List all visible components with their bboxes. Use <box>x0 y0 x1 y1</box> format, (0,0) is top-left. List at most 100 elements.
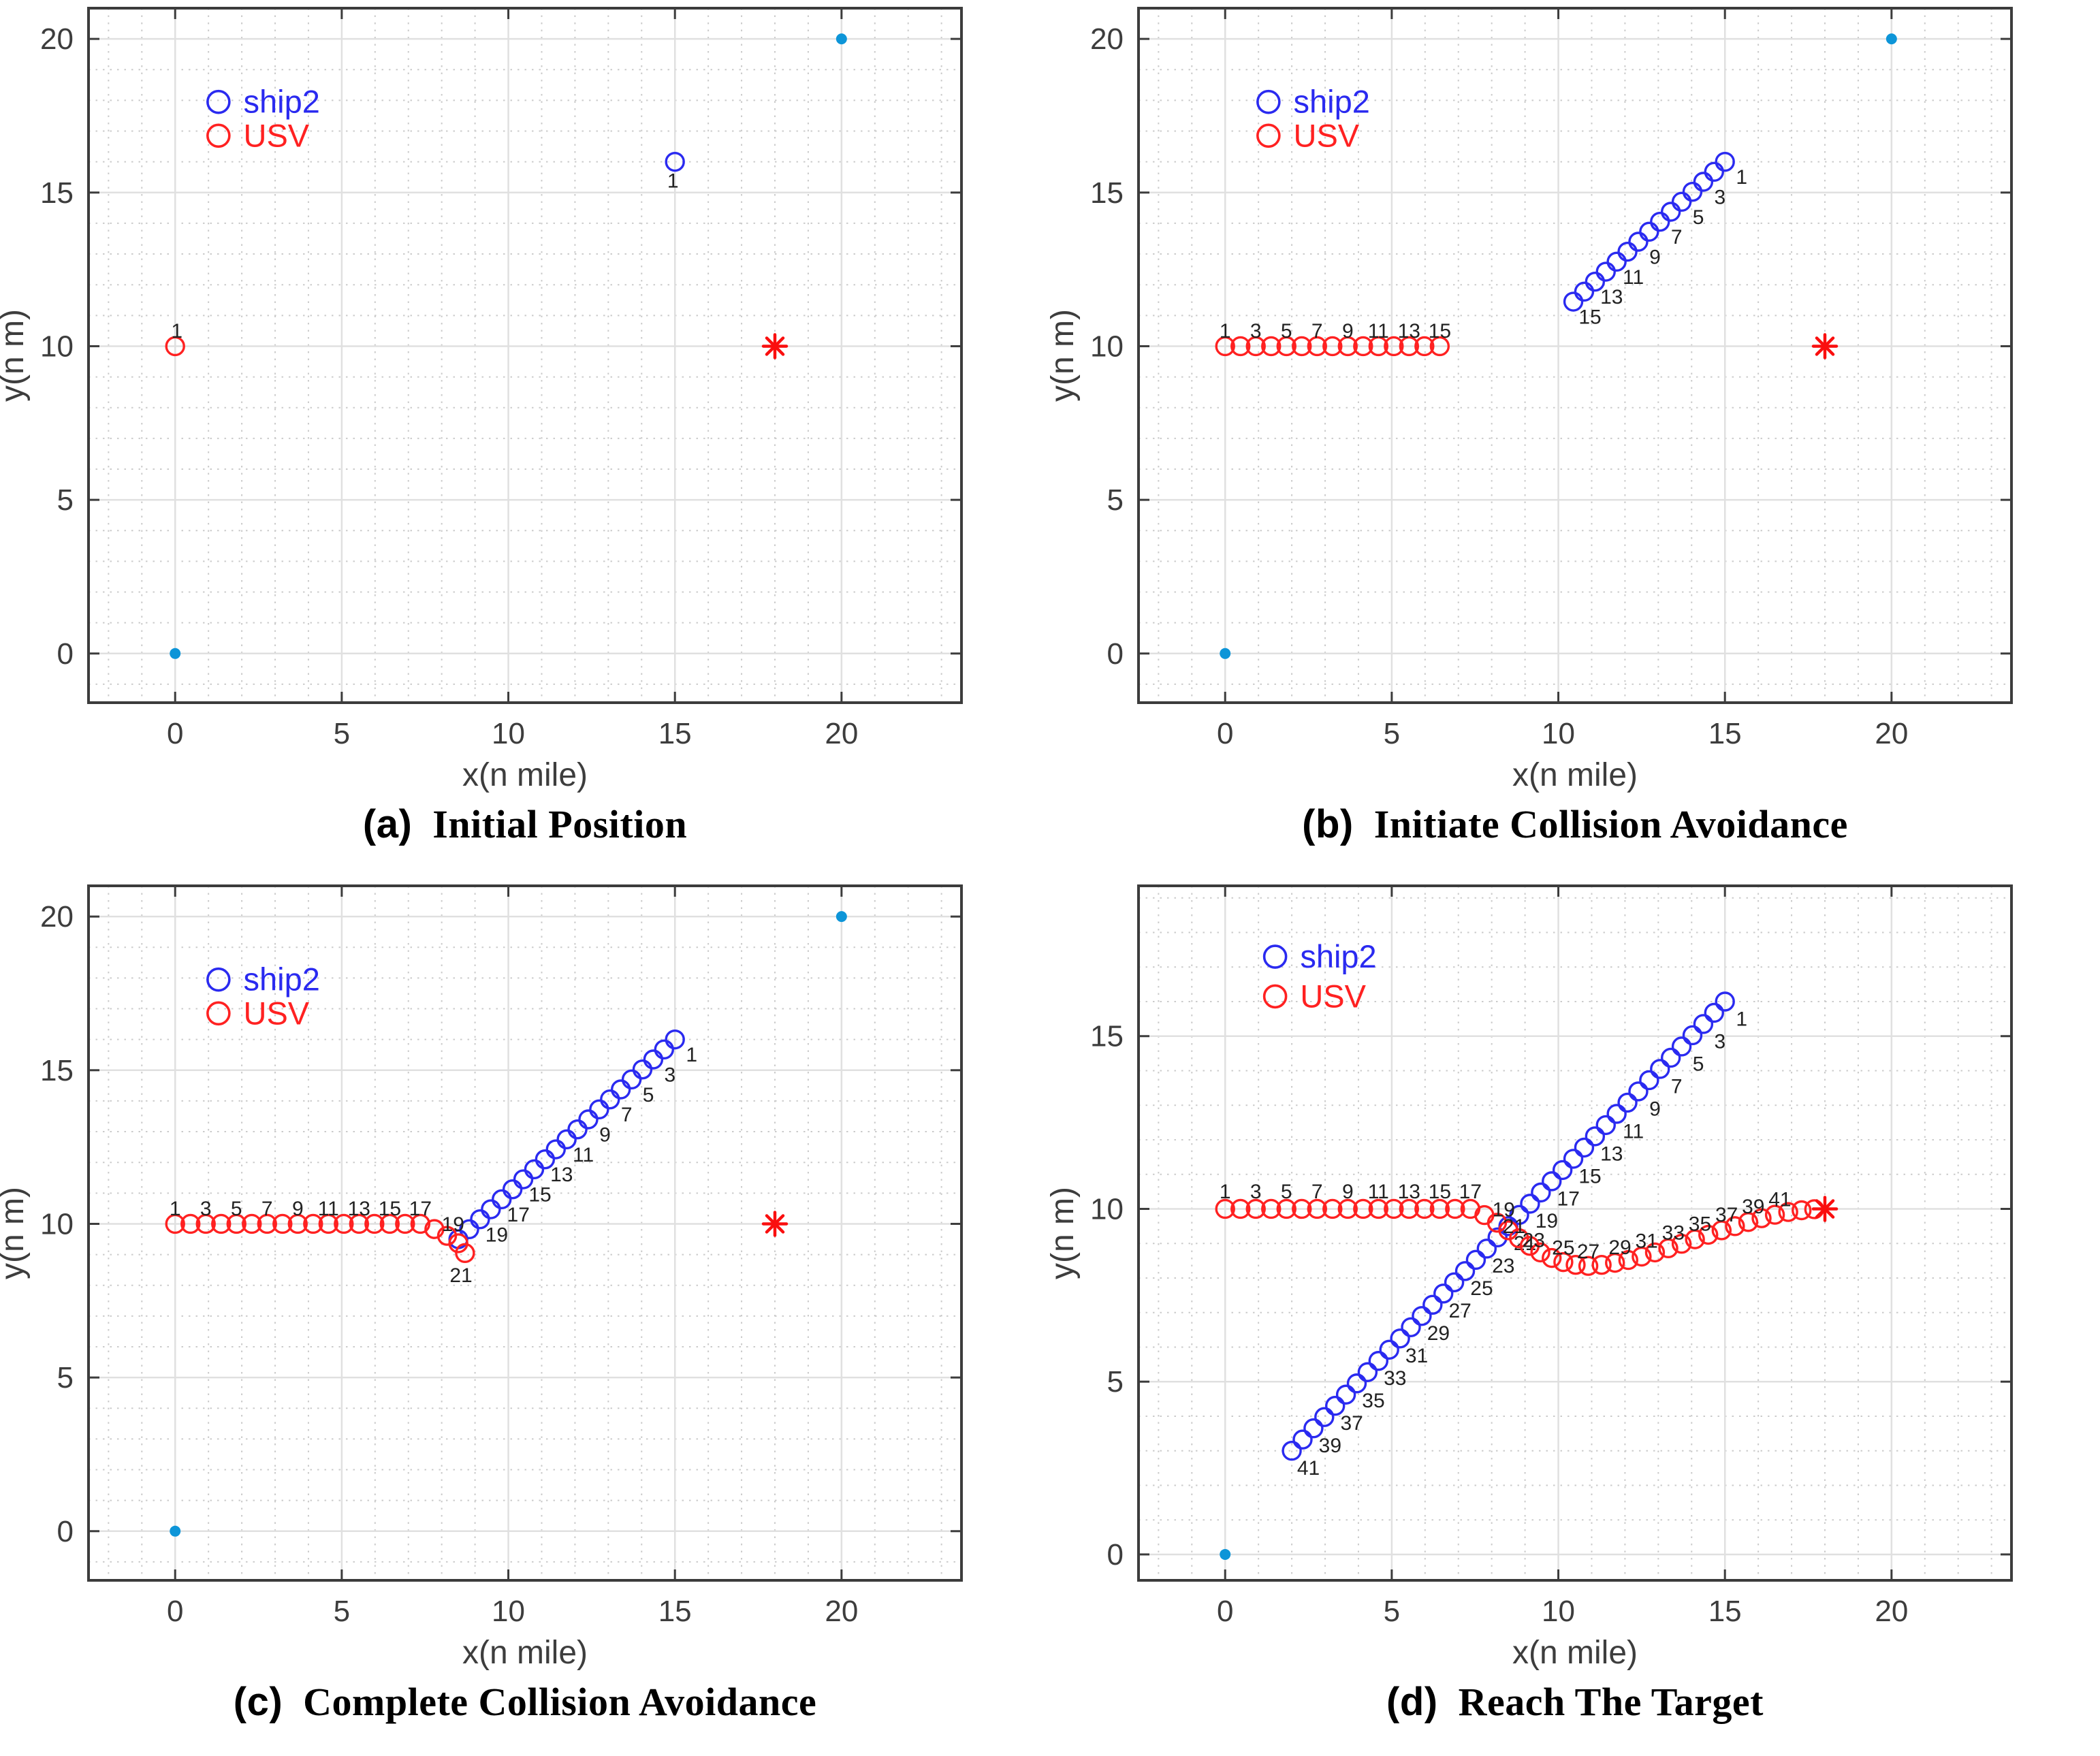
svg-text:0: 0 <box>1217 717 1233 750</box>
svg-text:35: 35 <box>1362 1390 1384 1412</box>
svg-text:15: 15 <box>658 1595 692 1628</box>
svg-text:15: 15 <box>379 1198 401 1220</box>
tick-marks <box>89 886 961 1580</box>
svg-text:10: 10 <box>492 717 525 750</box>
svg-text:41: 41 <box>1768 1188 1791 1211</box>
svg-text:5: 5 <box>334 1595 350 1628</box>
svg-text:41: 41 <box>1297 1457 1320 1480</box>
svg-text:5: 5 <box>1107 1365 1124 1399</box>
svg-text:33: 33 <box>1384 1367 1406 1390</box>
svg-text:5: 5 <box>1384 717 1400 750</box>
svg-text:3: 3 <box>1715 1030 1726 1053</box>
series-ship2 <box>1563 151 1735 312</box>
series-ship2-step-labels: 1 <box>667 170 679 193</box>
svg-text:5: 5 <box>231 1198 242 1220</box>
svg-text:9: 9 <box>1342 320 1354 342</box>
svg-text:29: 29 <box>1608 1236 1631 1259</box>
series-usv <box>1215 336 1450 357</box>
svg-text:31: 31 <box>1636 1230 1658 1253</box>
svg-text:10: 10 <box>492 1595 525 1628</box>
svg-text:5: 5 <box>1693 1053 1704 1075</box>
svg-text:23: 23 <box>1492 1255 1514 1277</box>
svg-text:20: 20 <box>825 717 858 750</box>
svg-text:1: 1 <box>1736 166 1747 189</box>
svg-text:0: 0 <box>167 1595 183 1628</box>
svg-text:5: 5 <box>57 483 74 517</box>
legend-marker-usv <box>1262 984 1288 1009</box>
waypoint-dots <box>170 911 847 1537</box>
svg-text:15: 15 <box>40 176 74 210</box>
panel-d-caption-text: Reach The Target <box>1458 1680 1764 1724</box>
svg-text:0: 0 <box>167 717 183 750</box>
target-asterisk-marker <box>1811 333 1839 360</box>
axes-box <box>87 884 963 1582</box>
svg-text:19: 19 <box>486 1224 508 1246</box>
svg-text:1: 1 <box>171 320 182 342</box>
svg-text:13: 13 <box>550 1164 573 1186</box>
legend-marker-ship2 <box>206 89 231 114</box>
svg-text:17: 17 <box>409 1198 432 1220</box>
svg-text:1: 1 <box>686 1044 697 1066</box>
svg-text:5: 5 <box>1693 206 1704 229</box>
svg-text:35: 35 <box>1689 1213 1711 1235</box>
legend-label-ship2: ship2 <box>244 961 320 997</box>
svg-text:10: 10 <box>1090 1192 1124 1226</box>
x-axis-label: x(n mile) <box>1512 1635 1638 1671</box>
svg-text:13: 13 <box>348 1198 370 1220</box>
svg-text:15: 15 <box>528 1184 551 1207</box>
panel-b-caption: (b) Initiate Collision Avoidance <box>1302 801 1848 847</box>
svg-text:7: 7 <box>1671 1075 1683 1098</box>
panel-d: 0 5 10 15 20 0 5 10 15 x(n mile) y(n m) 1 3 5 7 9 11 13 15… <box>1050 878 2100 1756</box>
grid-minor <box>89 885 961 1580</box>
svg-text:13: 13 <box>1398 320 1420 342</box>
svg-text:7: 7 <box>1311 320 1323 342</box>
svg-text:10: 10 <box>1542 1595 1575 1628</box>
legend-label-usv: USV <box>1300 978 1366 1014</box>
svg-text:0: 0 <box>1107 1538 1124 1571</box>
waypoint-dots <box>1220 1548 1231 1560</box>
legend-marker-usv <box>206 123 231 148</box>
legend-marker-usv <box>1256 123 1281 148</box>
panel-a-caption-marker: (a) <box>362 802 413 846</box>
svg-text:31: 31 <box>1405 1345 1428 1367</box>
svg-text:3: 3 <box>200 1198 212 1220</box>
waypoint-dots <box>1220 33 1897 659</box>
series-ship2 <box>665 151 685 172</box>
target-asterisk-marker <box>761 333 789 360</box>
svg-text:3: 3 <box>1715 187 1726 209</box>
svg-text:15: 15 <box>1090 1020 1124 1053</box>
svg-text:3: 3 <box>665 1064 676 1087</box>
svg-text:9: 9 <box>292 1198 304 1220</box>
svg-text:0: 0 <box>1107 637 1124 671</box>
svg-text:27: 27 <box>1448 1300 1471 1322</box>
svg-text:17: 17 <box>1557 1187 1580 1210</box>
svg-text:1: 1 <box>1220 320 1231 342</box>
svg-text:5: 5 <box>1107 483 1124 517</box>
svg-text:20: 20 <box>825 1595 858 1628</box>
svg-text:7: 7 <box>261 1198 273 1220</box>
grid-minor <box>1139 7 2011 703</box>
svg-text:20: 20 <box>1875 1595 1908 1628</box>
axes-box <box>1137 884 2013 1582</box>
legend-label-usv: USV <box>244 995 310 1031</box>
svg-text:20: 20 <box>40 22 74 56</box>
svg-text:17: 17 <box>507 1204 530 1226</box>
svg-text:17: 17 <box>1459 1181 1482 1203</box>
svg-text:11: 11 <box>1368 1181 1389 1203</box>
svg-text:15: 15 <box>1429 1181 1451 1203</box>
tick-marks <box>1139 886 2011 1580</box>
legend-label-ship2: ship2 <box>1300 938 1376 974</box>
panel-c-caption: (c) Complete Collision Avoidance <box>234 1679 816 1725</box>
waypoint-dots <box>170 33 847 659</box>
svg-text:10: 10 <box>40 1207 74 1241</box>
svg-text:15: 15 <box>658 717 692 750</box>
svg-text:10: 10 <box>1542 717 1575 750</box>
